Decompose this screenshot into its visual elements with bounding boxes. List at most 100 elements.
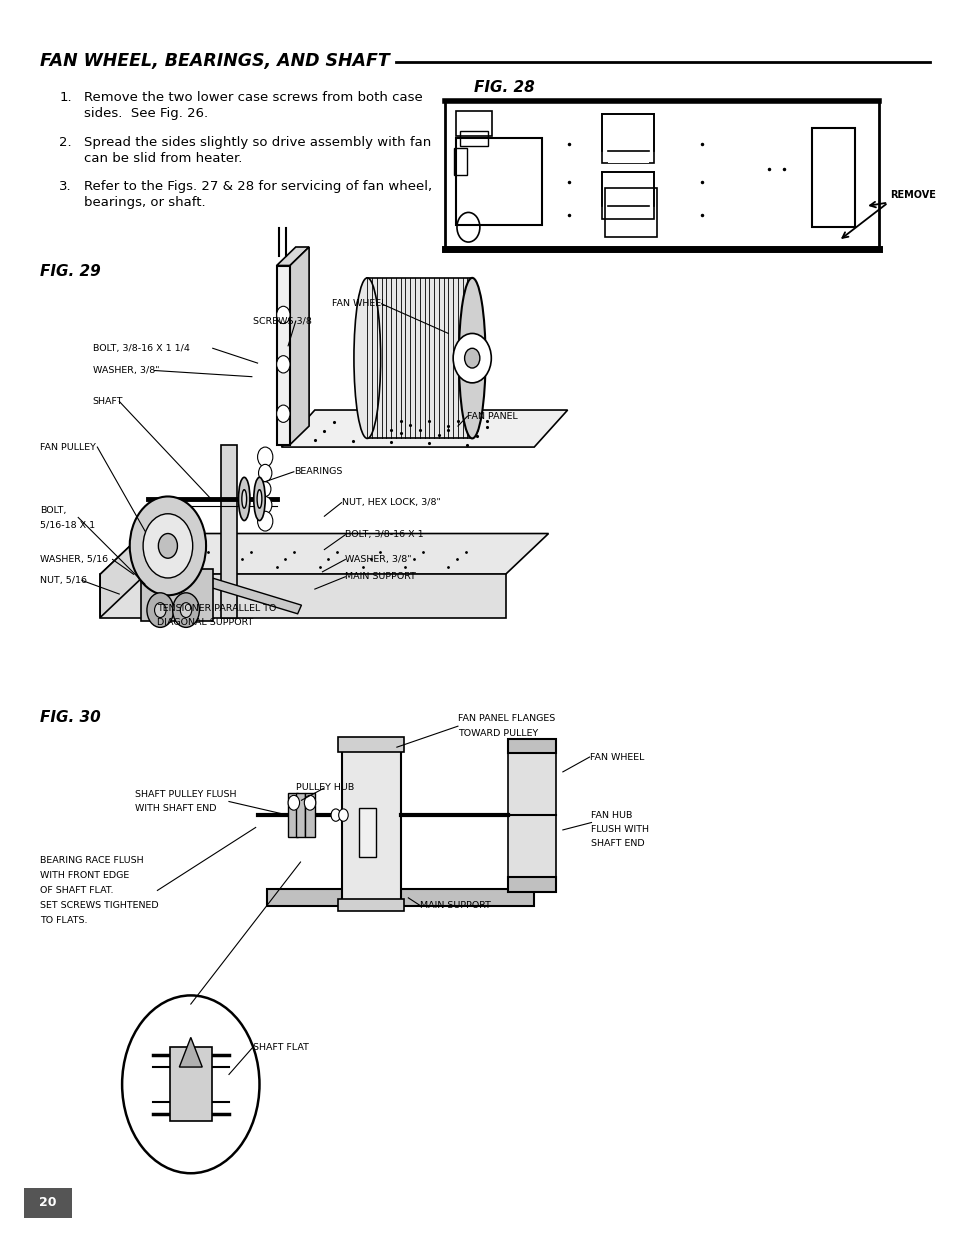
Bar [341,740,400,906]
Circle shape [257,447,273,467]
Ellipse shape [354,278,380,438]
Circle shape [180,603,192,618]
Text: MAIN SUPPORT: MAIN SUPPORT [419,900,490,910]
Text: NUT, 5/16: NUT, 5/16 [40,576,87,585]
Text: BEARING RACE FLUSH: BEARING RACE FLUSH [40,856,144,866]
Bar [454,148,467,175]
Bar [601,114,654,163]
Text: FAN PANEL: FAN PANEL [467,411,517,421]
Bar [358,808,375,857]
Circle shape [276,405,290,422]
Text: TOWARD PULLEY: TOWARD PULLEY [457,729,537,739]
Text: SHAFT FLAT: SHAFT FLAT [253,1042,309,1052]
FancyBboxPatch shape [24,1188,71,1218]
Text: FIG. 30: FIG. 30 [40,710,101,725]
Text: SHAFT END: SHAFT END [591,839,644,848]
Circle shape [257,511,273,531]
Bar [170,1047,212,1121]
Text: 2.: 2. [59,136,71,149]
Text: FAN PULLEY: FAN PULLEY [40,442,96,452]
Circle shape [158,534,177,558]
Circle shape [304,795,315,810]
Text: 5/16-18 X 1: 5/16-18 X 1 [40,520,95,530]
Bar [456,138,541,225]
Bar [508,877,556,892]
Bar [811,128,854,227]
Text: FAN PANEL FLANGES: FAN PANEL FLANGES [457,714,555,724]
Bar [305,793,314,837]
Text: Refer to the Figs. 27 & 28 for servicing of fan wheel,: Refer to the Figs. 27 & 28 for servicing… [84,180,432,194]
Circle shape [143,514,193,578]
Ellipse shape [458,278,485,438]
Text: 3.: 3. [59,180,71,194]
Text: TENSIONER PARALLEL TO: TENSIONER PARALLEL TO [157,604,276,614]
Polygon shape [221,445,236,618]
Circle shape [147,593,173,627]
Circle shape [276,306,290,324]
Text: BEARINGS: BEARINGS [294,467,342,477]
Circle shape [464,348,479,368]
Bar [604,188,657,237]
Text: FIG. 28: FIG. 28 [474,80,535,95]
Bar [601,172,654,219]
Text: FAN WHEEL: FAN WHEEL [589,752,643,762]
Ellipse shape [241,490,246,509]
Bar [367,278,472,438]
Text: WASHER, 5/16: WASHER, 5/16 [40,555,108,564]
Text: 1.: 1. [59,91,71,105]
Polygon shape [290,247,309,445]
Circle shape [130,496,206,595]
Circle shape [122,995,259,1173]
Text: REMOVE: REMOVE [889,190,935,200]
Bar [141,569,213,621]
Text: MAIN SUPPORT: MAIN SUPPORT [345,572,416,582]
Circle shape [154,603,166,618]
Ellipse shape [253,478,265,521]
Polygon shape [281,410,567,447]
Ellipse shape [238,478,250,521]
Circle shape [331,809,340,821]
Circle shape [453,333,491,383]
Polygon shape [100,534,143,618]
Text: Spread the sides slightly so drive assembly with fan: Spread the sides slightly so drive assem… [84,136,431,149]
Bar [267,889,534,906]
Text: FAN WHEEL: FAN WHEEL [332,299,386,309]
Text: bearings, or shaft.: bearings, or shaft. [84,196,205,210]
Circle shape [276,356,290,373]
Bar [337,737,404,752]
Text: SCREWS 3/8: SCREWS 3/8 [253,316,312,326]
Text: BOLT,: BOLT, [40,505,67,515]
Circle shape [172,593,199,627]
Text: NUT, HEX LOCK, 3/8": NUT, HEX LOCK, 3/8" [341,498,440,508]
Text: Remove the two lower case screws from both case: Remove the two lower case screws from bo… [84,91,422,105]
Text: SHAFT PULLEY FLUSH: SHAFT PULLEY FLUSH [135,789,236,799]
Text: DIAGONAL SUPPORT: DIAGONAL SUPPORT [157,618,253,627]
Text: WITH SHAFT END: WITH SHAFT END [135,804,216,814]
Text: FLUSH WITH: FLUSH WITH [591,825,649,835]
Bar [337,899,404,911]
Text: FAN WHEEL, BEARINGS, AND SHAFT: FAN WHEEL, BEARINGS, AND SHAFT [40,52,390,70]
Circle shape [338,809,348,821]
Bar [607,126,648,163]
Text: FIG. 29: FIG. 29 [40,264,101,279]
Bar [456,111,492,136]
Text: SET SCREWS TIGHTENED: SET SCREWS TIGHTENED [40,900,158,910]
Circle shape [259,482,271,496]
Text: sides.  See Fig. 26.: sides. See Fig. 26. [84,107,208,121]
Text: TO FLATS.: TO FLATS. [40,915,88,925]
Text: WITH FRONT EDGE: WITH FRONT EDGE [40,871,130,881]
Bar [444,101,878,249]
Bar [459,131,488,146]
Ellipse shape [257,490,261,509]
Text: SHAFT: SHAFT [92,396,123,406]
Text: OF SHAFT FLAT.: OF SHAFT FLAT. [40,885,113,895]
Polygon shape [167,566,301,614]
Text: 20: 20 [39,1197,56,1209]
Circle shape [258,464,272,482]
Bar [288,793,297,837]
Circle shape [258,496,272,514]
Circle shape [288,795,299,810]
Text: WASHER, 3/8": WASHER, 3/8" [345,555,412,564]
Bar [508,739,556,753]
Polygon shape [179,1037,202,1067]
